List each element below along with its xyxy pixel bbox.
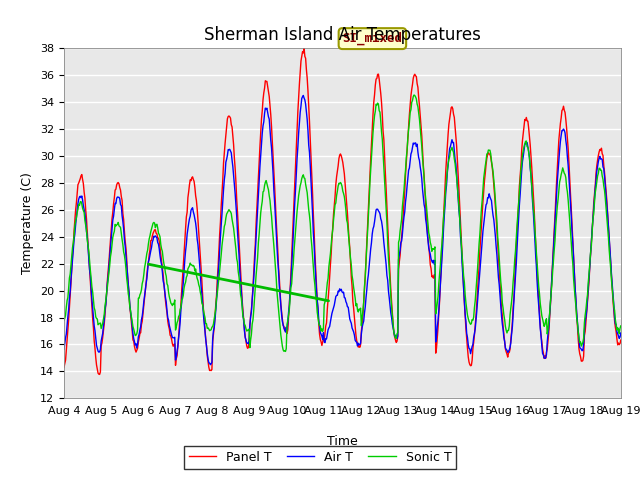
Air T <box>617 330 625 336</box>
Panel T <box>96 372 104 377</box>
Panel T <box>128 327 136 333</box>
Panel T <box>185 189 193 194</box>
Air T <box>300 93 307 98</box>
Line: Sonic T: Sonic T <box>64 95 621 351</box>
Line: Panel T: Panel T <box>64 48 621 374</box>
Sonic T <box>184 266 192 272</box>
Air T <box>412 140 419 146</box>
Air T <box>428 258 436 264</box>
Panel T <box>60 365 68 371</box>
Sonic T <box>282 348 289 354</box>
Sonic T <box>70 233 78 239</box>
Title: Sherman Island Air Temperatures: Sherman Island Air Temperatures <box>204 25 481 44</box>
Air T <box>214 272 222 278</box>
Air T <box>184 226 192 231</box>
Legend: Panel T, Air T, Sonic T: Panel T, Air T, Sonic T <box>184 446 456 469</box>
Sonic T <box>127 314 135 320</box>
Panel T <box>412 73 419 79</box>
Text: SI_mixed: SI_mixed <box>342 32 403 45</box>
Sonic T <box>60 317 68 323</box>
Panel T <box>428 274 436 279</box>
Air T <box>70 237 78 243</box>
Panel T <box>300 45 308 51</box>
Y-axis label: Temperature (C): Temperature (C) <box>22 172 35 274</box>
Sonic T <box>428 249 436 254</box>
Panel T <box>70 228 78 234</box>
Sonic T <box>214 290 221 296</box>
Panel T <box>214 264 222 270</box>
Sonic T <box>617 323 625 329</box>
Panel T <box>617 337 625 343</box>
Air T <box>207 362 214 368</box>
X-axis label: Time: Time <box>327 435 358 448</box>
Air T <box>127 315 135 321</box>
Air T <box>60 347 68 352</box>
Sonic T <box>410 92 418 98</box>
Sonic T <box>412 94 419 100</box>
Line: Air T: Air T <box>64 96 621 365</box>
